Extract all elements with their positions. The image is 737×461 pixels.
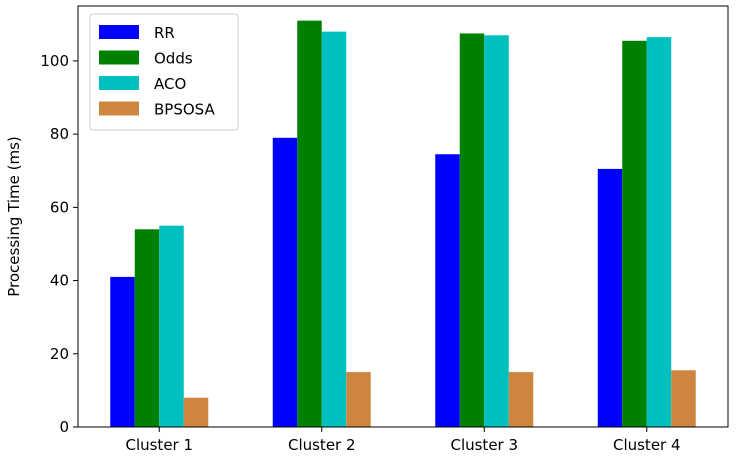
y-axis-label: Processing Time (ms) [5, 136, 23, 296]
bar-rr-cluster-1 [110, 276, 135, 427]
bar-aco-cluster-3 [484, 35, 509, 427]
legend-swatch-rr [99, 25, 139, 39]
bar-bpsosa-cluster-1 [183, 397, 209, 427]
x-axis-ticks: Cluster 1 Cluster 2 Cluster 3 Cluster 4 [125, 427, 681, 454]
y-tick-label: 20 [50, 345, 69, 363]
bar-aco-cluster-2 [321, 31, 347, 427]
y-tick-label: 60 [50, 198, 69, 216]
bar-odds-cluster-4 [622, 40, 647, 427]
legend-swatch-odds [99, 50, 139, 65]
bar-aco-cluster-4 [646, 37, 672, 427]
x-tick-label-cluster-3: Cluster 3 [450, 436, 518, 454]
bar-rr-cluster-4 [597, 168, 623, 427]
bar-aco-cluster-1 [159, 225, 184, 427]
y-tick-label: 100 [40, 52, 69, 70]
y-tick-label: 80 [50, 125, 69, 143]
bar-bpsosa-cluster-3 [508, 372, 534, 427]
bars-group [110, 20, 696, 428]
bar-rr-cluster-2 [272, 137, 298, 427]
bar-odds-cluster-1 [134, 229, 160, 427]
legend-box [89, 13, 239, 131]
legend-label-aco: ACO [154, 75, 186, 93]
x-tick-label-cluster-2: Cluster 2 [288, 436, 356, 454]
legend-label-bpsosa: BPSOSA [154, 101, 215, 119]
legend-swatch-aco [99, 76, 139, 90]
bar-odds-cluster-2 [297, 20, 322, 427]
bar-rr-cluster-3 [435, 154, 460, 428]
legend: RR Odds ACO BPSOSA [89, 13, 239, 131]
legend-label-odds: Odds [154, 50, 193, 68]
plot-frame [77, 5, 729, 428]
y-tick-label: 0 [59, 418, 69, 436]
legend-swatch-bpsosa [99, 101, 139, 116]
bar-odds-cluster-3 [459, 33, 485, 428]
legend-label-rr: RR [154, 24, 175, 42]
y-axis-ticks: 0 20 40 60 80 100 [40, 52, 78, 436]
x-tick-label-cluster-1: Cluster 1 [125, 436, 193, 454]
bar-bpsosa-cluster-4 [671, 370, 696, 427]
y-tick-label: 40 [50, 272, 69, 290]
bar-bpsosa-cluster-2 [346, 372, 371, 427]
x-tick-label-cluster-4: Cluster 4 [613, 436, 681, 454]
